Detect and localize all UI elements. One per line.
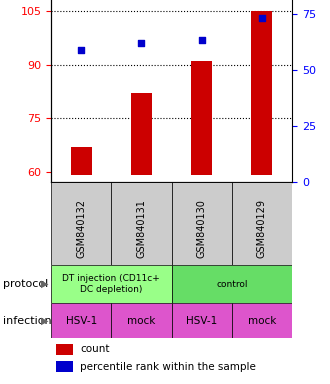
Text: infection: infection	[3, 316, 52, 326]
Bar	[191, 61, 212, 175]
Text: mock: mock	[248, 316, 276, 326]
Bar	[172, 182, 232, 265]
Text: mock: mock	[127, 316, 156, 326]
Bar	[251, 11, 273, 175]
Bar	[172, 303, 232, 338]
Text: percentile rank within the sample: percentile rank within the sample	[80, 362, 256, 372]
Bar	[56, 361, 73, 372]
Point	[259, 15, 265, 22]
Bar	[131, 93, 152, 175]
Bar	[71, 147, 92, 175]
Bar	[51, 265, 172, 303]
Text: protocol: protocol	[3, 279, 49, 289]
Bar	[56, 344, 73, 355]
Bar	[232, 182, 292, 265]
Text: DT injection (CD11c+
DC depletion): DT injection (CD11c+ DC depletion)	[62, 275, 160, 294]
Text: control: control	[216, 280, 248, 289]
Text: GSM840131: GSM840131	[137, 199, 147, 258]
Point	[199, 37, 204, 43]
Text: ▶: ▶	[41, 316, 48, 326]
Bar	[112, 303, 172, 338]
Text: GSM840129: GSM840129	[257, 199, 267, 258]
Bar	[51, 182, 112, 265]
Text: HSV-1: HSV-1	[186, 316, 217, 326]
Text: HSV-1: HSV-1	[66, 316, 97, 326]
Text: GSM840132: GSM840132	[76, 199, 86, 258]
Point	[79, 47, 84, 53]
Point	[139, 40, 144, 46]
Bar	[112, 182, 172, 265]
Bar	[51, 303, 112, 338]
Text: GSM840130: GSM840130	[197, 199, 207, 258]
Text: count: count	[80, 344, 110, 354]
Bar	[232, 303, 292, 338]
Text: ▶: ▶	[41, 279, 48, 289]
Bar	[172, 265, 292, 303]
